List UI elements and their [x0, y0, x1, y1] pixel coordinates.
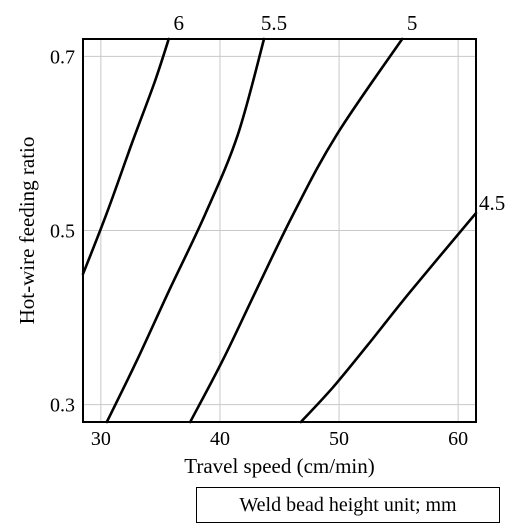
contour-label: 5 [407, 11, 418, 35]
x-tick-label: 40 [210, 428, 230, 450]
x-axis-title: Travel speed (cm/min) [184, 454, 375, 478]
y-tick-labels: 0.3 0.5 0.7 [50, 46, 75, 416]
unit-note-box: Weld bead height unit; mm [196, 487, 500, 523]
y-axis-title: Hot-wire feeding ratio [15, 137, 39, 325]
y-tick-label: 0.7 [50, 46, 75, 68]
contour-line-5-5 [105, 37, 266, 424]
y-tick-label: 0.5 [50, 221, 75, 243]
contour-line-5 [188, 37, 404, 424]
contour-line-4-5 [299, 211, 478, 424]
plot-frame [82, 38, 477, 423]
x-tick-label: 30 [91, 428, 111, 450]
contour-lines [81, 37, 478, 424]
contour-label: 5.5 [261, 11, 287, 35]
y-tick-label: 0.3 [50, 395, 75, 417]
contour-line-6 [81, 37, 170, 276]
x-tick-labels: 30 40 50 60 [91, 428, 468, 450]
x-tick-label: 50 [329, 428, 349, 450]
x-tick-label: 60 [448, 428, 468, 450]
contour-label: 6 [173, 11, 184, 35]
contour-labels: 6 5.5 5 4.5 [173, 11, 505, 215]
grid-lines [83, 39, 476, 422]
unit-note-text: Weld bead height unit; mm [239, 493, 457, 516]
contour-label: 4.5 [479, 191, 505, 215]
